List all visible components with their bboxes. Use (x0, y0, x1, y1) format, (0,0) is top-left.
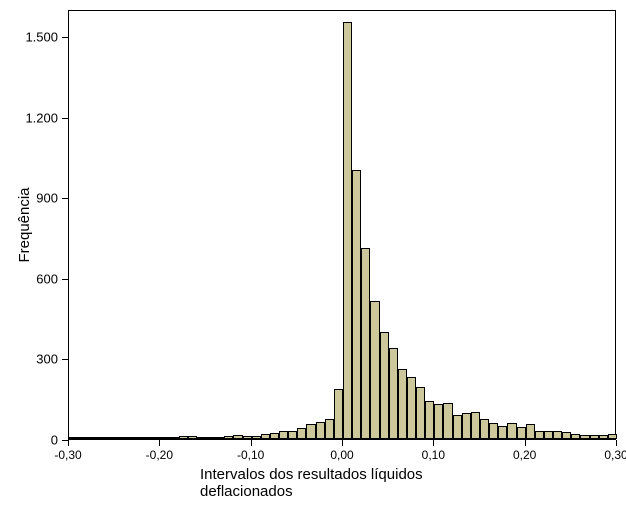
x-tick-label: 0,00 (330, 448, 353, 462)
histogram-bar (498, 426, 507, 439)
histogram-bar (325, 419, 334, 439)
histogram-bar (517, 427, 526, 439)
histogram-bar (124, 437, 133, 439)
histogram-bar (261, 434, 270, 439)
x-axis-title: Intervalos dos resultados líquidos defla… (200, 466, 484, 500)
histogram-bar (69, 437, 78, 439)
x-tick-label: -0,30 (54, 448, 81, 462)
x-tick (525, 440, 526, 446)
histogram-chart: 03006009001.2001.500 -0,30-0,20-0,100,00… (0, 0, 626, 511)
plot-area (68, 10, 616, 440)
histogram-bar (96, 437, 105, 439)
histogram-bar (334, 389, 343, 439)
histogram-bar (544, 431, 553, 439)
x-tick (159, 440, 160, 446)
histogram-bar (270, 433, 279, 439)
histogram-bar (553, 431, 562, 439)
y-axis-title: Frequência (16, 187, 33, 262)
y-tick (62, 37, 68, 38)
histogram-bar (151, 437, 160, 439)
x-tick (616, 440, 617, 446)
histogram-bar (425, 401, 434, 439)
y-tick (62, 279, 68, 280)
histogram-bar (106, 437, 115, 439)
histogram-bar (535, 431, 544, 439)
y-tick-label: 0 (0, 433, 58, 448)
x-tick (68, 440, 69, 446)
histogram-bar (590, 435, 599, 439)
histogram-bar (215, 437, 224, 439)
histogram-bar (380, 332, 389, 440)
histogram-bar (343, 22, 352, 439)
histogram-bar (580, 435, 589, 439)
x-tick-label: 0,20 (513, 448, 536, 462)
histogram-bar (297, 428, 306, 439)
x-tick-label: 0,10 (422, 448, 445, 462)
y-tick-label: 600 (0, 271, 58, 286)
y-tick-label: 1.500 (0, 29, 58, 44)
x-tick-label: -0,10 (237, 448, 264, 462)
histogram-bar (224, 436, 233, 439)
histogram-bar (306, 424, 315, 439)
histogram-bar (133, 437, 142, 439)
histogram-bar (279, 431, 288, 439)
y-tick (62, 359, 68, 360)
histogram-bar (398, 369, 407, 439)
histogram-bar (233, 435, 242, 439)
histogram-bar (288, 431, 297, 439)
histogram-bar (179, 436, 188, 439)
histogram-bar (453, 415, 462, 439)
histogram-bar (370, 301, 379, 439)
histogram-bar (608, 434, 617, 439)
histogram-bar (352, 170, 361, 439)
histogram-bar (571, 434, 580, 439)
histogram-bar (471, 412, 480, 439)
histogram-bar (169, 437, 178, 439)
histogram-bar (443, 403, 452, 439)
histogram-bar (252, 436, 261, 439)
histogram-bar (562, 432, 571, 439)
histogram-bar (526, 424, 535, 439)
histogram-bar (197, 437, 206, 439)
histogram-bar (599, 435, 608, 439)
x-tick-label: 0,30 (604, 448, 626, 462)
histogram-bar (115, 437, 124, 439)
histogram-bar (160, 437, 169, 439)
histogram-bar (188, 436, 197, 439)
histogram-bar (507, 423, 516, 439)
x-tick-label: -0,20 (146, 448, 173, 462)
histogram-bar (361, 248, 370, 439)
y-tick-label: 1.200 (0, 110, 58, 125)
y-tick-label: 300 (0, 352, 58, 367)
histogram-bar (489, 423, 498, 439)
histogram-bar (243, 436, 252, 439)
x-tick (433, 440, 434, 446)
histogram-bar (480, 419, 489, 439)
histogram-bar (316, 422, 325, 439)
y-tick (62, 198, 68, 199)
histogram-bar (389, 348, 398, 439)
histogram-bar (78, 437, 87, 439)
histogram-bar (434, 404, 443, 439)
histogram-bar (416, 387, 425, 439)
histogram-bar (87, 437, 96, 439)
x-tick (342, 440, 343, 446)
x-tick (251, 440, 252, 446)
histogram-bar (142, 437, 151, 439)
histogram-bar (407, 377, 416, 439)
y-tick (62, 118, 68, 119)
histogram-bar (462, 413, 471, 439)
histogram-bar (206, 437, 215, 439)
